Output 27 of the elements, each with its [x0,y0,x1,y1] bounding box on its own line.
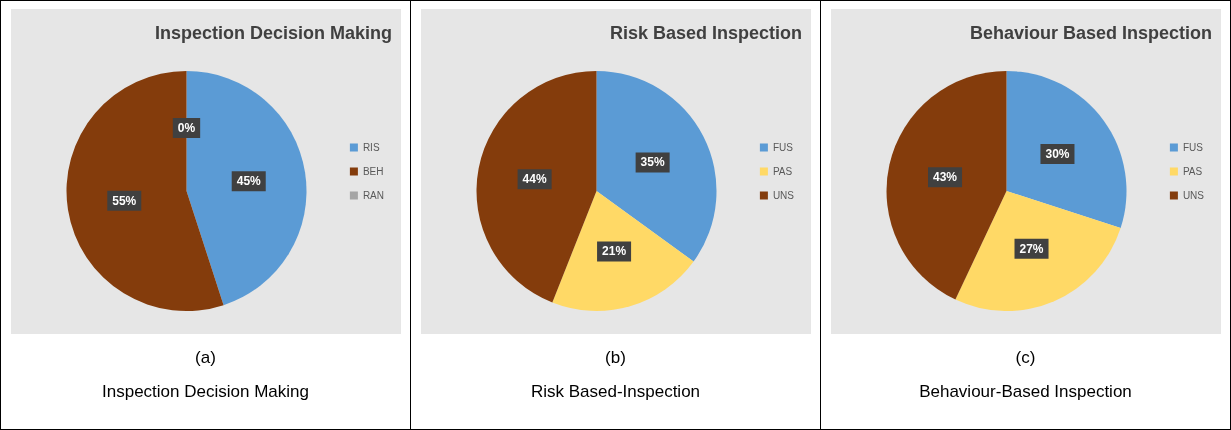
legend-label: FUS [772,142,793,153]
legend-label: UNS [1182,190,1204,201]
data-label: 27% [1019,241,1044,256]
chart-title: Behaviour Based Inspection [969,23,1212,43]
text: 0% [177,121,195,135]
text: (b) [605,348,626,368]
text: (a) [195,348,216,368]
chart-title: Risk Based Inspection [609,23,802,43]
data-label: 30% [1044,146,1070,161]
data-label: 43% [932,170,957,185]
legend-label: RIS [362,142,380,153]
data-label: 55% [111,193,137,208]
text: Behaviour-Based Inspection [919,382,1132,402]
text: Inspection Decision Making [102,382,309,402]
legend-label: FUS [1182,142,1203,153]
data-label: 21% [601,244,626,259]
legend-label: RAN [362,190,384,201]
data-label: 44% [522,172,547,187]
legend-label: PAS [772,166,792,177]
data-label: 35% [640,155,665,170]
legend-label: UNS [772,190,794,201]
chart-title: Inspection Decision Making [154,23,392,43]
legend-label: BEH [362,166,383,177]
text: Risk Based-Inspection [530,382,701,402]
data-label: 45% [236,174,261,189]
legend-label: PAS [1182,166,1202,177]
text: (c) [1015,348,1036,368]
